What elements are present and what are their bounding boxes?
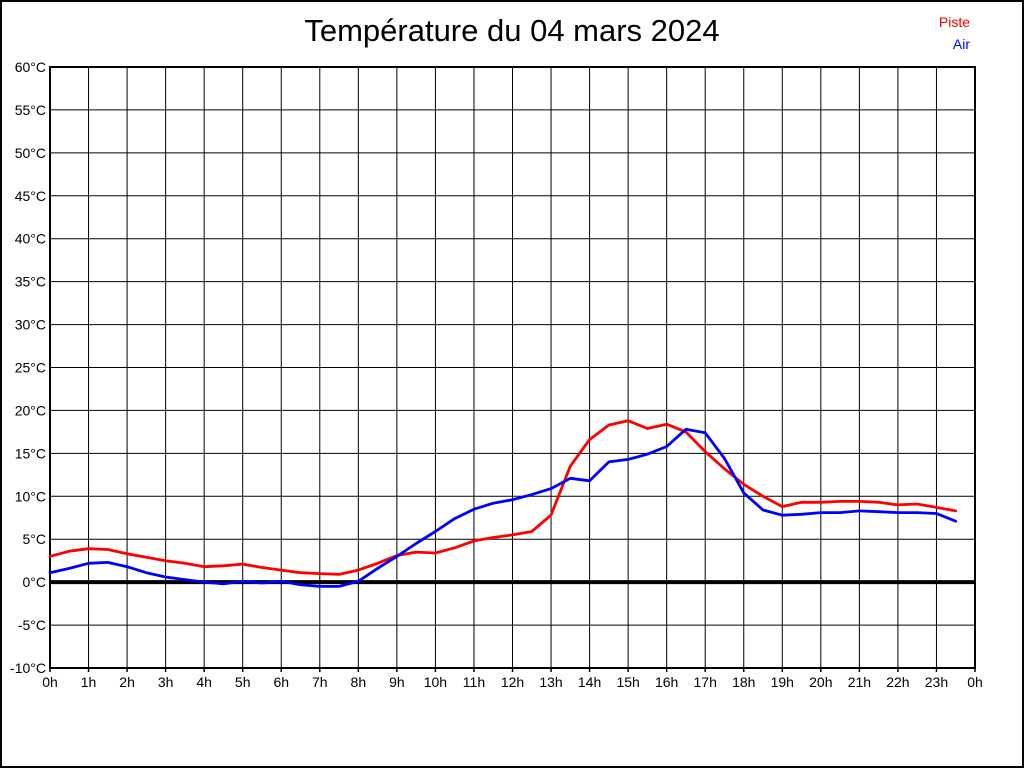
svg-text:40°C: 40°C: [15, 231, 46, 247]
svg-text:6h: 6h: [273, 674, 289, 690]
svg-text:20h: 20h: [809, 674, 832, 690]
svg-text:10°C: 10°C: [15, 488, 46, 504]
svg-text:9h: 9h: [389, 674, 405, 690]
legend: Piste Air: [939, 15, 970, 52]
svg-text:30°C: 30°C: [15, 317, 46, 333]
svg-text:55°C: 55°C: [15, 102, 46, 118]
legend-item-air: Air: [952, 36, 970, 52]
svg-text:1h: 1h: [81, 674, 97, 690]
svg-text:12h: 12h: [501, 674, 524, 690]
legend-item-piste: Piste: [938, 14, 970, 30]
svg-text:15°C: 15°C: [15, 445, 46, 461]
svg-text:18h: 18h: [732, 674, 755, 690]
svg-text:11h: 11h: [463, 674, 485, 690]
svg-text:5h: 5h: [235, 674, 251, 690]
svg-text:0°C: 0°C: [23, 574, 47, 590]
svg-text:22h: 22h: [886, 674, 909, 690]
air-line: [48, 427, 958, 588]
svg-text:-10°C: -10°C: [10, 660, 46, 676]
x-axis-labels: 0h 1h 2h 3h 4h 5h 6h 7h 8h 9h 10h 11h 12h 13h 14h 15h 16…: [42, 674, 983, 690]
svg-text:25°C: 25°C: [15, 360, 46, 376]
svg-text:20°C: 20°C: [15, 402, 46, 418]
svg-text:-5°C: -5°C: [18, 617, 46, 633]
svg-text:35°C: 35°C: [15, 274, 46, 290]
svg-text:17h: 17h: [694, 674, 717, 690]
svg-text:23h: 23h: [925, 674, 948, 690]
svg-text:8h: 8h: [351, 674, 367, 690]
svg-text:10h: 10h: [424, 674, 447, 690]
svg-text:60°C: 60°C: [15, 59, 46, 75]
svg-text:45°C: 45°C: [15, 188, 46, 204]
svg-text:21h: 21h: [848, 674, 871, 690]
svg-text:16h: 16h: [655, 674, 678, 690]
y-axis-labels: 60°C 55°C 50°C 45°C 40°C 35°C 30°C 25°C 20°C 15°C…: [10, 59, 46, 676]
svg-text:7h: 7h: [312, 674, 328, 690]
svg-text:0h: 0h: [42, 674, 58, 690]
svg-text:50°C: 50°C: [15, 145, 46, 161]
svg-text:2h: 2h: [119, 674, 135, 690]
svg-text:0h: 0h: [967, 674, 983, 690]
x-axis-ticks: [49, 668, 976, 672]
svg-text:5°C: 5°C: [23, 531, 47, 547]
svg-text:15h: 15h: [616, 674, 639, 690]
grid: [49, 66, 976, 669]
chart-title: Température du 04 mars 2024: [304, 13, 720, 48]
svg-text:14h: 14h: [578, 674, 601, 690]
svg-text:13h: 13h: [539, 674, 562, 690]
svg-text:4h: 4h: [196, 674, 212, 690]
svg-text:3h: 3h: [158, 674, 174, 690]
svg-text:19h: 19h: [771, 674, 794, 690]
piste-line: [48, 419, 958, 576]
